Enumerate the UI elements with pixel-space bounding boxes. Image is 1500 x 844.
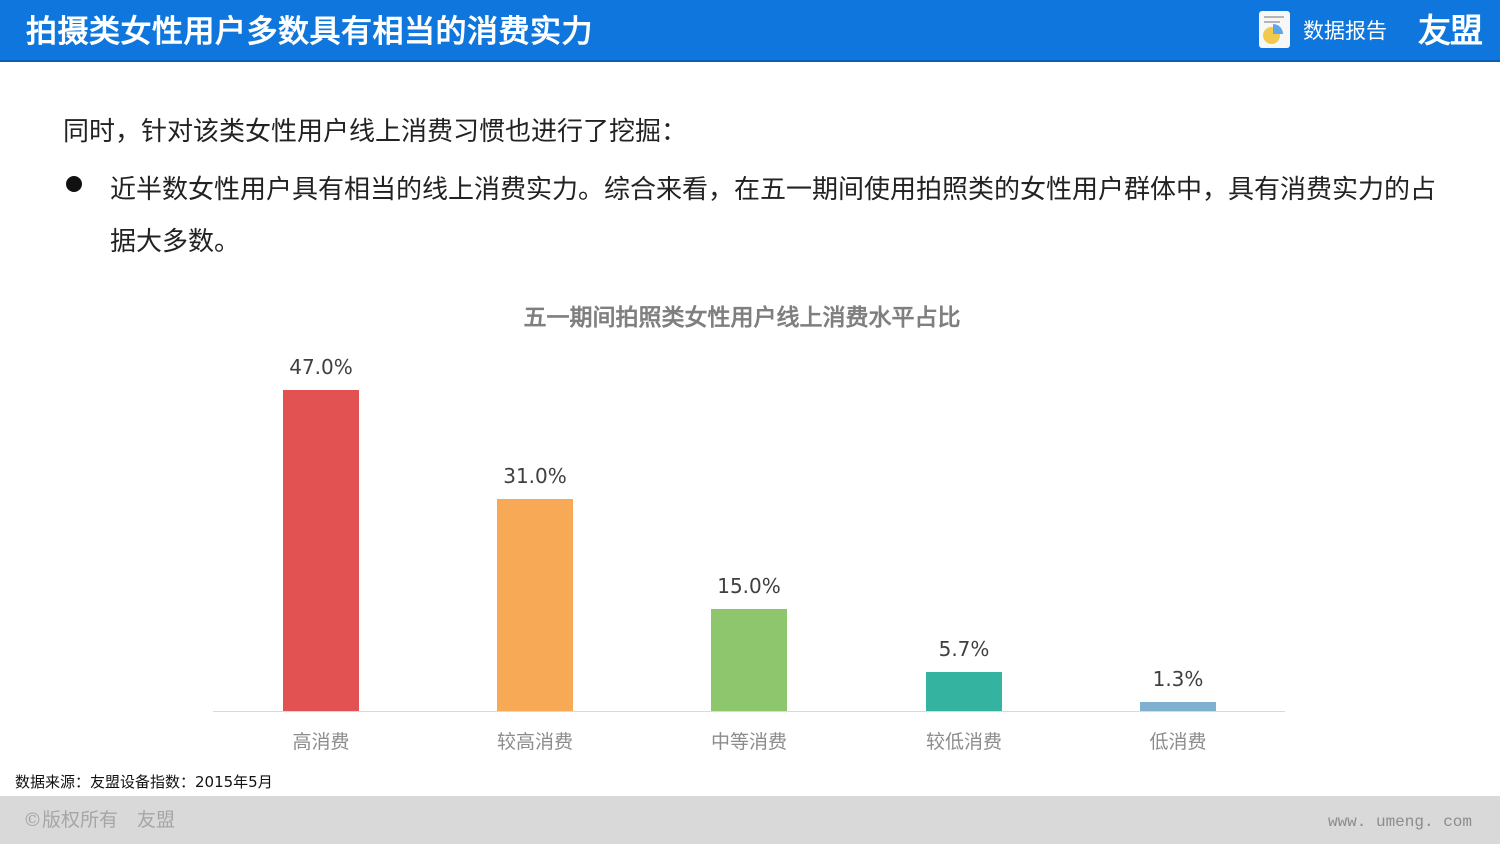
bar-value-label: 31.0% <box>503 464 567 488</box>
category-label: 高消费 <box>292 731 350 753</box>
bar-low <box>1140 702 1216 711</box>
intro-text: 同时，针对该类女性用户线上消费习惯也进行了挖掘： <box>63 117 688 147</box>
page-title: 拍摄类女性用户多数具有相当的消费实力 <box>26 14 593 50</box>
bar-fairly-high <box>497 499 573 711</box>
bar-value-label: 1.3% <box>1152 667 1204 691</box>
report-document-icon <box>1259 11 1290 48</box>
footer-bar: ©版权所有 友盟 www. umeng. com <box>0 796 1500 844</box>
header-bar: 拍摄类女性用户多数具有相当的消费实力 数据报告 友盟 <box>0 0 1500 62</box>
bullet-dot-icon <box>66 176 82 192</box>
bullet-text: 近半数女性用户具有相当的线上消费实力。综合来看，在五一期间使用拍照类的女性用户群… <box>110 175 1437 257</box>
brand-logo: 友盟 <box>1418 11 1483 50</box>
report-label: 数据报告 <box>1303 19 1387 43</box>
bar-medium <box>711 609 787 711</box>
chart-title: 五一期间拍照类女性用户线上消费水平占比 <box>523 305 961 331</box>
x-axis-line <box>213 711 1285 712</box>
category-label: 较高消费 <box>496 731 573 753</box>
website-link[interactable]: www. umeng. com <box>1327 813 1472 831</box>
copyright-text: ©版权所有 友盟 <box>23 809 176 831</box>
bar-high <box>283 390 359 711</box>
bar-fairly-low <box>926 672 1002 711</box>
category-label: 较低消费 <box>925 731 1002 753</box>
bar-value-label: 5.7% <box>938 637 990 661</box>
bar-value-label: 15.0% <box>717 574 781 598</box>
data-source-note: 数据来源：友盟设备指数：2015年5月 <box>15 773 273 791</box>
bar-value-label: 47.0% <box>289 355 353 379</box>
category-label: 低消费 <box>1149 731 1207 753</box>
category-label: 中等消费 <box>710 731 787 753</box>
